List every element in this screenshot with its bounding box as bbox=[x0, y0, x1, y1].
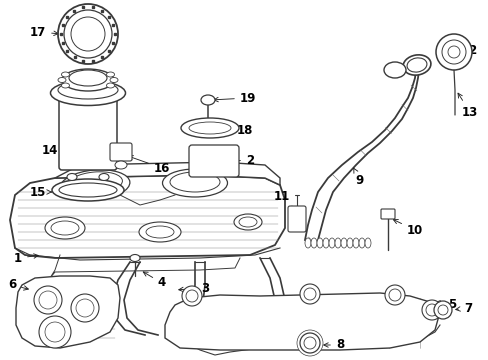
Text: 8: 8 bbox=[323, 338, 344, 351]
Text: 9: 9 bbox=[353, 168, 364, 186]
Polygon shape bbox=[10, 175, 285, 258]
Ellipse shape bbox=[58, 81, 118, 99]
Circle shape bbox=[39, 291, 57, 309]
Ellipse shape bbox=[59, 183, 117, 197]
Ellipse shape bbox=[383, 62, 405, 78]
Circle shape bbox=[435, 34, 471, 70]
Ellipse shape bbox=[340, 238, 346, 248]
Polygon shape bbox=[164, 293, 439, 350]
Ellipse shape bbox=[316, 238, 323, 248]
Ellipse shape bbox=[115, 161, 127, 169]
Circle shape bbox=[384, 285, 404, 305]
Ellipse shape bbox=[130, 255, 140, 261]
Ellipse shape bbox=[139, 222, 181, 242]
Polygon shape bbox=[55, 162, 280, 185]
Ellipse shape bbox=[328, 238, 334, 248]
Circle shape bbox=[71, 17, 105, 51]
Circle shape bbox=[71, 294, 99, 322]
Circle shape bbox=[299, 284, 319, 304]
Ellipse shape bbox=[310, 238, 316, 248]
Text: 15: 15 bbox=[30, 185, 52, 198]
Text: 16: 16 bbox=[128, 156, 170, 175]
Ellipse shape bbox=[181, 118, 239, 138]
Circle shape bbox=[64, 10, 112, 58]
Circle shape bbox=[185, 290, 198, 302]
FancyBboxPatch shape bbox=[59, 92, 117, 170]
Circle shape bbox=[447, 46, 459, 58]
FancyBboxPatch shape bbox=[380, 209, 394, 219]
Ellipse shape bbox=[106, 83, 114, 88]
Ellipse shape bbox=[402, 55, 430, 75]
Ellipse shape bbox=[346, 238, 352, 248]
Circle shape bbox=[437, 305, 447, 315]
Ellipse shape bbox=[106, 72, 114, 77]
Circle shape bbox=[304, 288, 315, 300]
Ellipse shape bbox=[67, 174, 77, 180]
Text: 19: 19 bbox=[213, 91, 256, 104]
Ellipse shape bbox=[61, 72, 69, 77]
Ellipse shape bbox=[358, 238, 364, 248]
Ellipse shape bbox=[67, 172, 122, 194]
Text: 18: 18 bbox=[230, 123, 253, 136]
Circle shape bbox=[39, 316, 71, 348]
Text: 2: 2 bbox=[218, 153, 254, 166]
Circle shape bbox=[304, 337, 315, 349]
Ellipse shape bbox=[50, 81, 125, 105]
Text: 14: 14 bbox=[42, 142, 66, 157]
Circle shape bbox=[182, 286, 202, 306]
Circle shape bbox=[45, 322, 65, 342]
Ellipse shape bbox=[170, 172, 220, 192]
Ellipse shape bbox=[45, 217, 85, 239]
Circle shape bbox=[425, 304, 437, 316]
Circle shape bbox=[441, 40, 465, 64]
Ellipse shape bbox=[323, 238, 328, 248]
Text: 4: 4 bbox=[143, 272, 166, 289]
Ellipse shape bbox=[352, 238, 358, 248]
Ellipse shape bbox=[61, 83, 69, 88]
Text: 11: 11 bbox=[273, 189, 292, 211]
Ellipse shape bbox=[110, 77, 118, 82]
FancyBboxPatch shape bbox=[189, 145, 239, 177]
Circle shape bbox=[433, 301, 451, 319]
Circle shape bbox=[296, 330, 323, 356]
Circle shape bbox=[76, 299, 94, 317]
Circle shape bbox=[58, 4, 118, 64]
Ellipse shape bbox=[234, 214, 262, 230]
Text: 10: 10 bbox=[393, 220, 422, 237]
Ellipse shape bbox=[305, 238, 310, 248]
Polygon shape bbox=[16, 276, 120, 348]
Circle shape bbox=[388, 289, 400, 301]
Ellipse shape bbox=[51, 221, 79, 235]
Ellipse shape bbox=[334, 238, 340, 248]
Ellipse shape bbox=[58, 77, 66, 82]
FancyBboxPatch shape bbox=[287, 206, 305, 232]
Circle shape bbox=[299, 333, 319, 353]
Text: 1: 1 bbox=[14, 252, 38, 265]
Text: 12: 12 bbox=[454, 44, 477, 57]
Ellipse shape bbox=[201, 95, 215, 105]
Ellipse shape bbox=[239, 217, 257, 227]
Circle shape bbox=[34, 286, 62, 314]
Text: 7: 7 bbox=[455, 302, 471, 315]
Circle shape bbox=[421, 300, 441, 320]
Ellipse shape bbox=[146, 226, 174, 238]
Ellipse shape bbox=[99, 174, 109, 180]
Ellipse shape bbox=[364, 238, 370, 248]
Ellipse shape bbox=[69, 70, 107, 86]
Text: 6: 6 bbox=[8, 279, 28, 292]
Ellipse shape bbox=[162, 169, 227, 197]
Ellipse shape bbox=[52, 179, 124, 201]
Text: 5: 5 bbox=[435, 297, 455, 310]
Ellipse shape bbox=[189, 122, 230, 134]
Text: 3: 3 bbox=[179, 282, 209, 294]
Ellipse shape bbox=[62, 69, 114, 91]
Text: 17: 17 bbox=[30, 26, 58, 39]
Ellipse shape bbox=[406, 58, 426, 72]
FancyBboxPatch shape bbox=[110, 143, 132, 161]
Text: 13: 13 bbox=[457, 93, 477, 118]
Ellipse shape bbox=[60, 170, 130, 200]
